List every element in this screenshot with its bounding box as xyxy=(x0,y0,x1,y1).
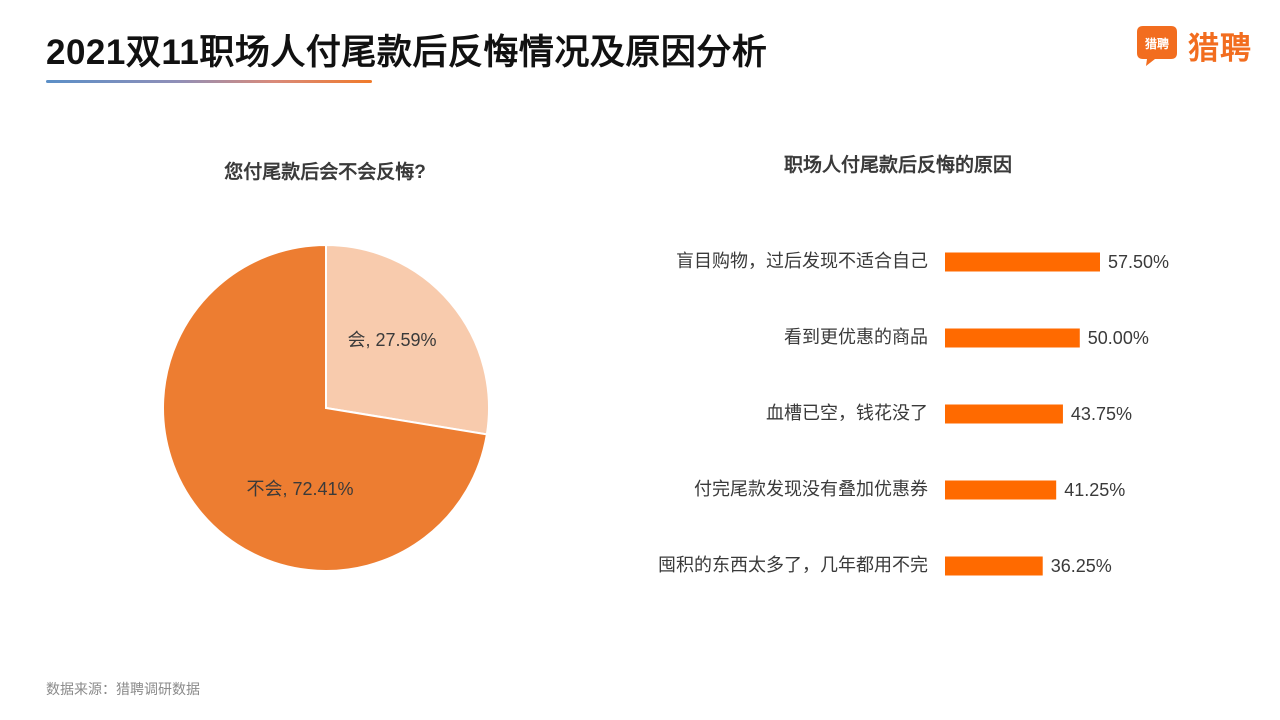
logo-text: 猎聘 xyxy=(1188,30,1252,66)
bar-value-label: 50.00% xyxy=(1088,328,1149,348)
bar xyxy=(945,480,1057,500)
liepin-logo-icon: 猎聘 xyxy=(1137,26,1177,66)
bar-category-label: 盲目购物，过后发现不适合自己 xyxy=(676,251,928,271)
pie-chart: 会, 27.59% 不会, 72.41% xyxy=(162,243,490,572)
pie-label-yes: 会, 27.59% xyxy=(347,330,436,350)
bar-category-label: 付完尾款发现没有叠加优惠券 xyxy=(694,479,928,499)
bar-value-label: 36.25% xyxy=(1051,556,1112,576)
pie-label-no: 不会, 72.41% xyxy=(246,479,353,499)
bar-value-label: 43.75% xyxy=(1071,404,1132,424)
bar-category-label: 血槽已空，钱花没了 xyxy=(766,403,928,423)
logo-icon-text: 猎聘 xyxy=(1145,36,1169,51)
bar xyxy=(945,556,1043,576)
bar-value-label: 57.50% xyxy=(1108,252,1169,272)
data-source: 数据来源：猎聘调研数据 xyxy=(46,681,200,697)
page-title: 2021双11职场人付尾款后反悔情况及原因分析 xyxy=(46,33,768,72)
bar xyxy=(945,252,1100,272)
bar xyxy=(945,328,1080,348)
bar-category-label: 囤积的东西太多了，几年都用不完 xyxy=(658,555,928,575)
pie-slice-yes xyxy=(325,243,490,436)
bar-category-label: 看到更优惠的商品 xyxy=(784,327,928,347)
bar-chart-title: 职场人付尾款后反悔的原因 xyxy=(783,155,1012,176)
bar xyxy=(945,404,1063,424)
pie-chart-title: 您付尾款后会不会反悔? xyxy=(224,162,426,183)
liepin-logo: 猎聘 猎聘 xyxy=(1134,22,1252,68)
title-underline xyxy=(46,80,372,83)
pie-slice-no xyxy=(162,243,488,572)
bar-value-label: 41.25% xyxy=(1064,480,1125,500)
